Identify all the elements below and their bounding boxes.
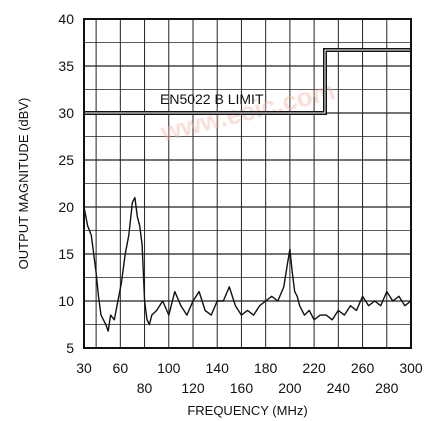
y-tick-label: 35 [58, 58, 74, 74]
y-tick-label: 30 [58, 105, 74, 121]
x-tick-label: 160 [230, 380, 254, 396]
series-layer [83, 48, 412, 332]
x-tick-label: 220 [302, 360, 326, 376]
x-tick-label: 30 [76, 360, 92, 376]
x-tick-label: 120 [181, 380, 205, 396]
x-tick-label: 300 [399, 360, 423, 376]
y-tick-label: 25 [58, 152, 74, 168]
x-tick-label: 140 [206, 360, 230, 376]
x-tick-label: 200 [278, 380, 302, 396]
grid [84, 19, 411, 348]
plot-frame [83, 18, 412, 349]
y-tick-label: 40 [58, 11, 74, 27]
y-tick-label: 15 [58, 246, 74, 262]
series-line-measurement [83, 196, 412, 332]
x-tick-label: 80 [137, 380, 153, 396]
x-tick-labels: 30 60 100 140 180 220 260 300 80 120 160 200 240 280 [76, 360, 423, 396]
y-tick-label: 20 [58, 199, 74, 215]
x-axis-label: FREQUENCY (MHz) [187, 403, 307, 418]
series-line-limit-highlight [84, 49, 411, 114]
y-tick-label: 10 [58, 293, 74, 309]
limit-annotation: EN5022 B LIMIT [160, 91, 264, 107]
y-axis-label: OUTPUT MAGNITUDE (dBV) [16, 98, 31, 270]
x-tick-label: 280 [375, 380, 399, 396]
y-tick-label: 5 [66, 340, 74, 356]
x-tick-label: 100 [157, 360, 181, 376]
x-tick-label: 240 [327, 380, 351, 396]
x-tick-label: 180 [254, 360, 278, 376]
x-tick-label: 60 [113, 360, 129, 376]
x-tick-label: 260 [351, 360, 375, 376]
y-tick-labels: 5 10 15 20 25 30 35 40 [58, 11, 74, 356]
